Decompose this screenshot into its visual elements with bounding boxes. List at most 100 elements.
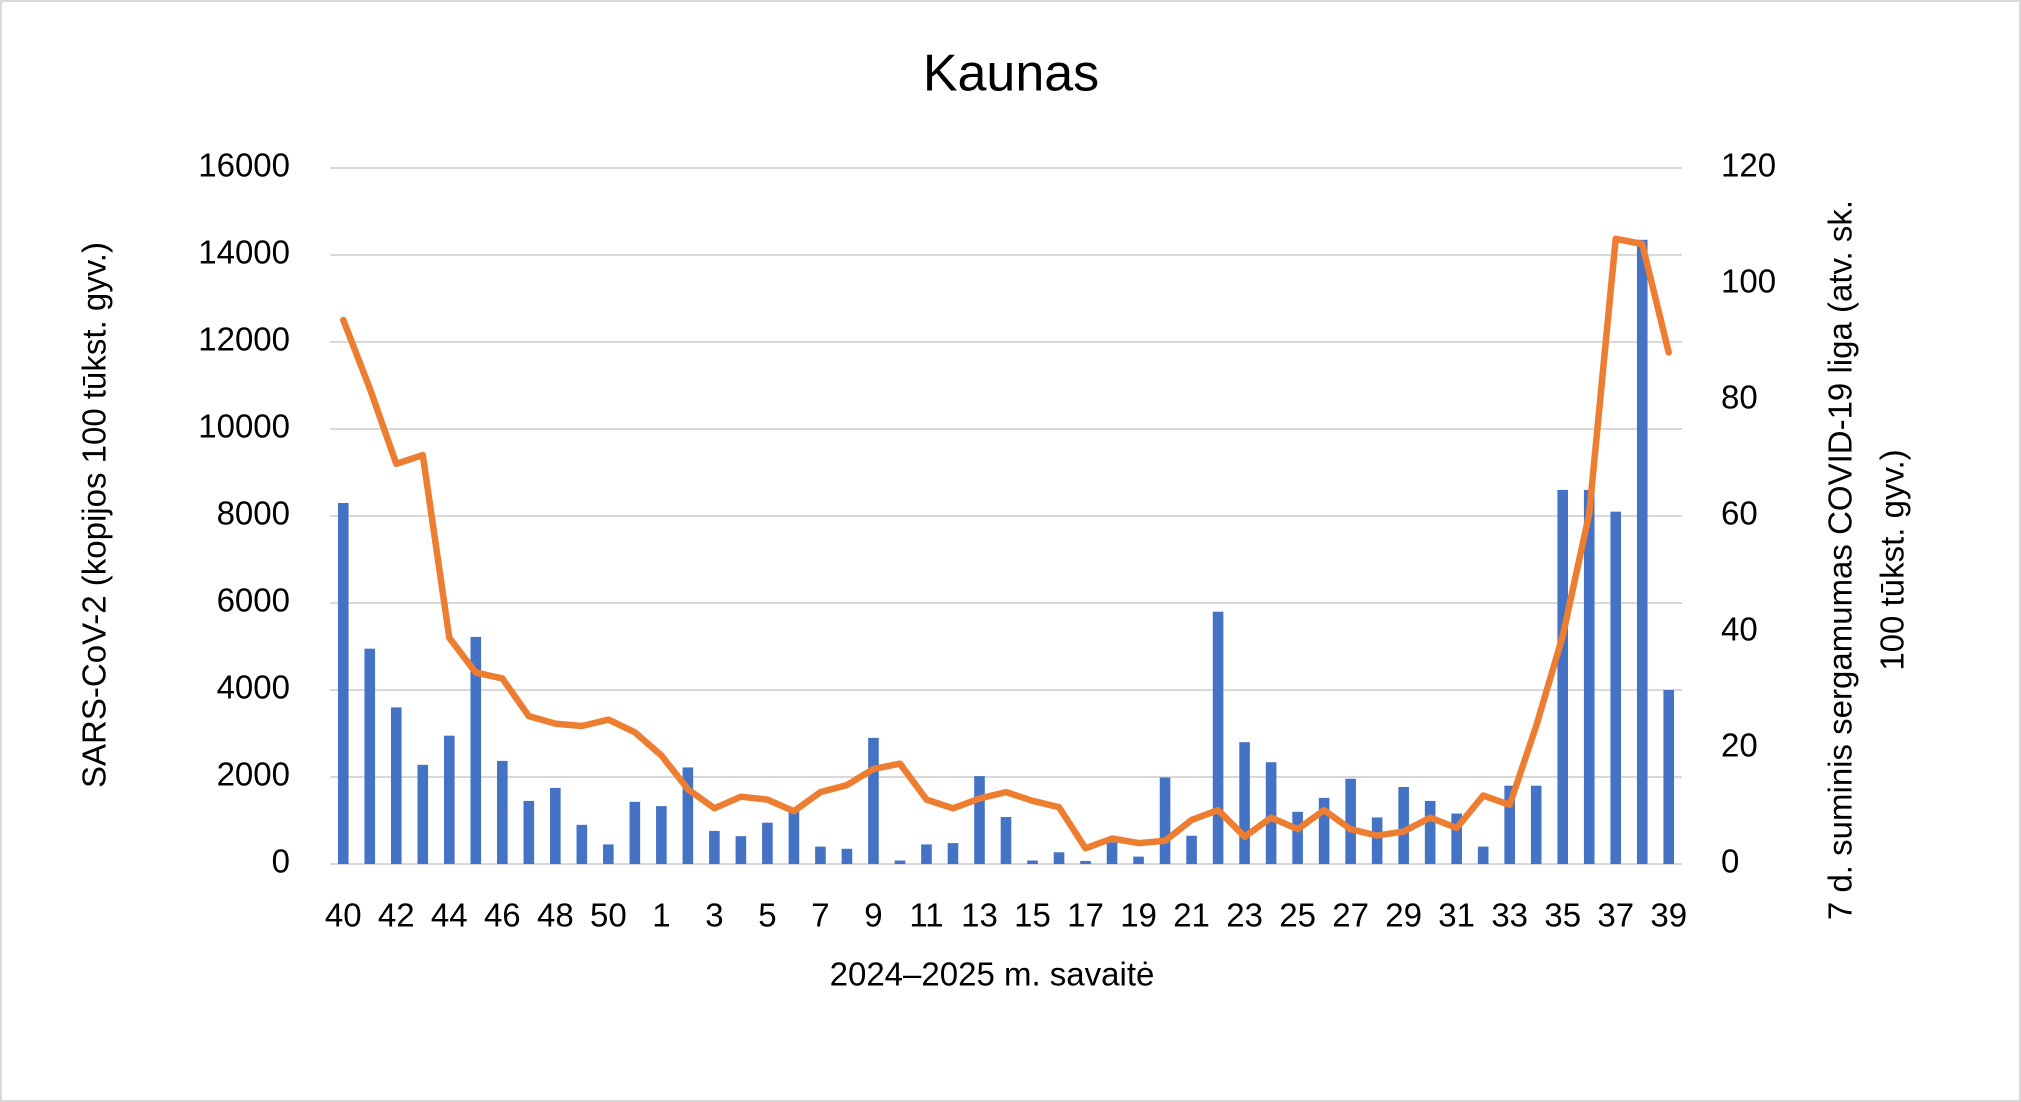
y2-tick-label: 80 — [1721, 379, 1758, 416]
bar — [921, 844, 932, 864]
bar — [841, 848, 853, 864]
y2-axis-title: 7 d. suminis sergamumas COVID-19 liga (a… — [1822, 200, 1859, 920]
chart-title: Kaunas — [923, 45, 1099, 103]
bar — [576, 824, 588, 864]
y-tick-label: 16000 — [198, 147, 290, 184]
y2-tick-label: 100 — [1721, 263, 1776, 300]
x-tick-label: 37 — [1597, 897, 1634, 934]
x-tick-label: 25 — [1279, 897, 1316, 934]
x-tick-label: 23 — [1226, 897, 1263, 934]
bar — [629, 801, 641, 864]
bar — [1345, 778, 1356, 864]
x-tick-label: 46 — [484, 897, 521, 934]
bar — [390, 707, 402, 864]
x-tick-label: 5 — [758, 897, 776, 934]
bar — [1186, 835, 1197, 864]
bar — [735, 836, 747, 864]
x-axis-title: 2024–2025 m. savaitė — [830, 956, 1155, 993]
bar — [1424, 800, 1436, 864]
bar — [497, 760, 508, 864]
bar — [337, 502, 349, 864]
y2-tick-label: 40 — [1721, 611, 1758, 648]
line — [340, 235, 1672, 852]
x-tick-label: 31 — [1438, 897, 1475, 934]
x-tick-label: 39 — [1650, 897, 1687, 934]
bar — [1265, 762, 1277, 864]
y-tick-label: 14000 — [198, 234, 290, 271]
y-tick-label: 12000 — [198, 321, 290, 358]
bar — [709, 830, 720, 864]
y-tick-label: 0 — [272, 843, 290, 880]
bar — [1663, 690, 1675, 864]
bar — [1027, 860, 1038, 864]
bar — [868, 737, 879, 864]
x-tick-label: 7 — [811, 897, 829, 934]
y-tick-label: 10000 — [198, 408, 290, 445]
x-tick-label: 9 — [864, 897, 882, 934]
y2-axis-title: 100 tūkst. gyv.) — [1874, 449, 1911, 670]
bar — [550, 787, 561, 864]
x-tick-label: 19 — [1120, 897, 1157, 934]
bar — [443, 735, 455, 864]
x-tick-label: 21 — [1173, 897, 1210, 934]
x-tick-label: 44 — [431, 897, 468, 934]
bar — [1530, 785, 1542, 864]
bar — [947, 843, 959, 864]
y-tick-label: 2000 — [217, 756, 290, 793]
bar — [523, 800, 535, 864]
y2-tick-label: 20 — [1721, 727, 1758, 764]
x-tick-label: 48 — [537, 897, 574, 934]
bar — [1000, 817, 1012, 864]
bar — [470, 636, 482, 864]
x-tick-label: 11 — [909, 897, 943, 934]
bar — [788, 811, 800, 864]
bar — [682, 767, 694, 864]
bar — [1292, 811, 1303, 864]
bar — [1557, 489, 1569, 864]
bar — [656, 806, 667, 864]
bar — [603, 844, 614, 864]
x-tick-label: 29 — [1385, 897, 1422, 934]
x-tick-label: 35 — [1544, 897, 1581, 934]
bar — [1106, 842, 1118, 864]
bar — [417, 764, 429, 864]
x-tick-label: 3 — [705, 897, 723, 934]
bar — [1610, 511, 1622, 864]
x-tick-label: 33 — [1491, 897, 1528, 934]
bar — [1133, 856, 1144, 864]
bar — [364, 648, 376, 864]
y2-tick-label: 0 — [1721, 843, 1739, 880]
bar — [974, 776, 985, 864]
bar — [762, 822, 773, 864]
y-tick-label: 8000 — [217, 495, 290, 532]
bar — [1636, 239, 1648, 864]
bar — [1159, 777, 1171, 864]
y-tick-label: 6000 — [217, 582, 290, 619]
bar — [1371, 817, 1383, 864]
bar — [894, 860, 906, 864]
bar — [1504, 785, 1515, 864]
x-tick-label: 50 — [590, 897, 627, 934]
y-axis-title: SARS-CoV-2 (kopijos 100 tūkst. gyv.) — [76, 242, 113, 788]
bar — [1583, 489, 1595, 864]
x-tick-label: 15 — [1014, 897, 1051, 934]
y2-tick-label: 120 — [1721, 147, 1776, 184]
y-tick-label: 4000 — [217, 669, 290, 706]
x-tick-label: 17 — [1067, 897, 1104, 934]
x-tick-label: 40 — [325, 897, 362, 934]
x-tick-label: 1 — [652, 897, 670, 934]
bar — [1451, 813, 1462, 864]
bar — [1398, 787, 1409, 864]
y2-tick-label: 60 — [1721, 495, 1758, 532]
x-tick-label: 27 — [1332, 897, 1369, 934]
bar — [815, 846, 826, 864]
bar — [1053, 852, 1065, 864]
bar — [1318, 797, 1330, 864]
bar — [1212, 611, 1224, 864]
x-tick-label: 42 — [378, 897, 415, 934]
bar — [1239, 742, 1250, 864]
x-tick-label: 13 — [961, 897, 998, 934]
bar — [1080, 860, 1091, 864]
